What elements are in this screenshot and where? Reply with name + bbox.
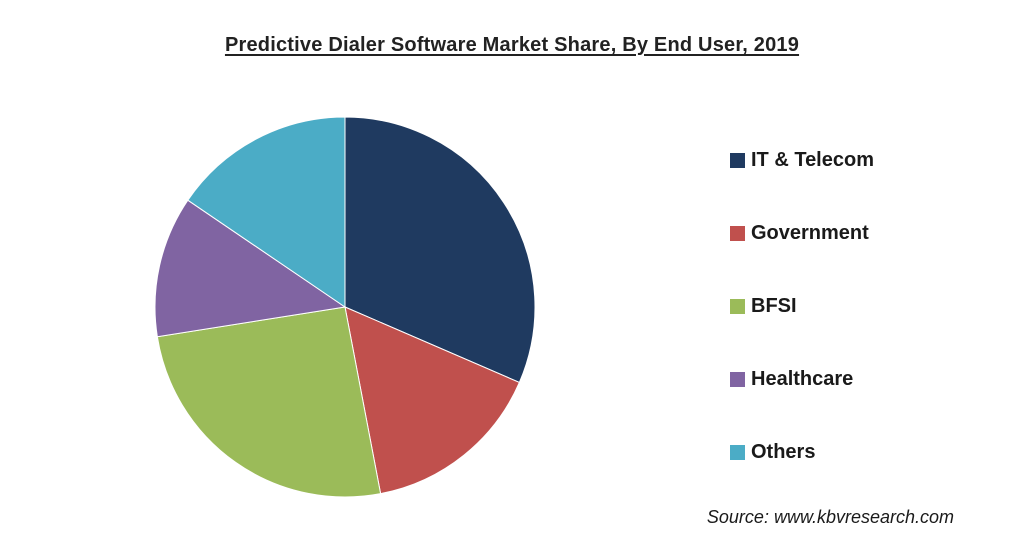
legend-label: Healthcare <box>751 368 854 390</box>
legend-item-healthcare: Healthcare <box>730 343 990 416</box>
pie-slice-it-telecom <box>344 116 536 384</box>
legend-swatch <box>730 153 745 168</box>
legend-label: Government <box>751 222 869 244</box>
pie-slice-bfsi <box>156 306 382 498</box>
legend-label: IT & Telecom <box>751 149 874 171</box>
legend: IT & Telecom Government BFSI Healthcare … <box>730 124 990 489</box>
pie-slice-government <box>344 306 521 495</box>
legend-item-others: Others <box>730 416 990 489</box>
legend-item-it-telecom: IT & Telecom <box>730 124 990 197</box>
legend-label: BFSI <box>751 295 797 317</box>
legend-item-government: Government <box>730 197 990 270</box>
chart-title: Predictive Dialer Software Market Share,… <box>224 34 800 56</box>
pie-slice-others <box>187 116 346 308</box>
legend-swatch <box>730 299 745 314</box>
source-note: Source: www.kbvresearch.com <box>706 507 954 527</box>
legend-swatch <box>730 226 745 241</box>
legend-label: Others <box>751 441 816 463</box>
legend-swatch <box>730 445 745 460</box>
pie-slice-healthcare <box>154 199 347 338</box>
legend-swatch <box>730 372 745 387</box>
pie-slices <box>154 116 536 498</box>
legend-item-bfsi: BFSI <box>730 270 990 343</box>
